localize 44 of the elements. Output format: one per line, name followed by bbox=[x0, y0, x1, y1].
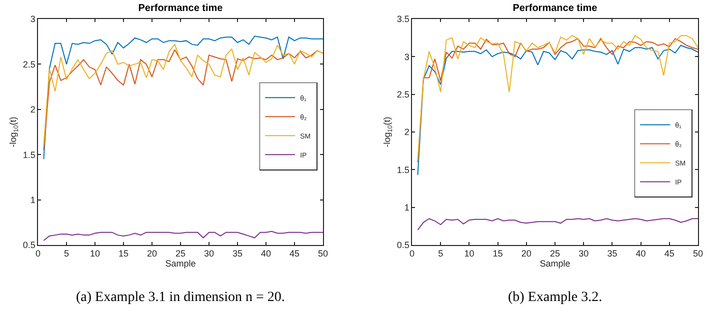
x-tick-label: 0 bbox=[409, 248, 415, 259]
x-tick-label: 25 bbox=[175, 248, 186, 259]
x-tick-label: 45 bbox=[664, 248, 674, 259]
y-tick-label: 3 bbox=[30, 14, 36, 24]
x-tick-label: 10 bbox=[90, 248, 100, 259]
y-tick-label: 2.5 bbox=[22, 59, 36, 70]
x-tick-label: 15 bbox=[492, 248, 503, 259]
y-tick-label: 1 bbox=[404, 202, 410, 212]
x-tick-label: 35 bbox=[232, 248, 243, 259]
x-tick-label: 15 bbox=[118, 248, 129, 259]
x-tick-label: 30 bbox=[578, 248, 589, 259]
chart-title: Performance time bbox=[138, 3, 224, 14]
y-tick-label: 0.5 bbox=[396, 240, 410, 250]
chart-title: Performance time bbox=[512, 3, 598, 14]
line-series bbox=[43, 36, 323, 160]
line-series bbox=[43, 230, 323, 241]
x-tick-label: 20 bbox=[146, 248, 158, 259]
x-tick-label: 25 bbox=[550, 248, 560, 259]
y-tick-label: 2.5 bbox=[396, 89, 410, 100]
x-tick-label: 40 bbox=[260, 248, 272, 259]
y-tick-label: 1.5 bbox=[22, 150, 36, 160]
x-axis-title: Sample bbox=[165, 258, 196, 269]
x-tick-label: 5 bbox=[64, 248, 70, 259]
line-series bbox=[417, 218, 698, 230]
y-tick-label: 3.5 bbox=[396, 14, 410, 24]
y-tick-label: 1.5 bbox=[396, 164, 410, 175]
x-tick-label: 30 bbox=[204, 248, 214, 259]
x-tick-label: 40 bbox=[636, 248, 646, 259]
x-tick-label: 45 bbox=[289, 248, 300, 259]
x-tick-label: 20 bbox=[521, 248, 532, 259]
y-tick-label: 0.5 bbox=[22, 240, 36, 250]
y-tick-label: 3 bbox=[404, 52, 410, 62]
y-tick-label: 1 bbox=[30, 194, 36, 205]
x-tick-label: 0 bbox=[35, 248, 41, 259]
x-tick-label: 5 bbox=[438, 248, 444, 259]
text: (a) Example 3.1 in dimension n = 20. bbox=[76, 290, 285, 305]
x-tick-label: 10 bbox=[464, 248, 474, 259]
x-tick-label: 50 bbox=[692, 248, 704, 259]
x-tick-label: 50 bbox=[318, 248, 328, 259]
y-tick-label: 2 bbox=[404, 127, 410, 138]
text: (b) Example 3.2. bbox=[508, 290, 602, 305]
y-tick-label: 2 bbox=[30, 104, 36, 115]
x-tick-label: 35 bbox=[607, 248, 618, 259]
x-axis-title: Sample bbox=[540, 258, 570, 269]
